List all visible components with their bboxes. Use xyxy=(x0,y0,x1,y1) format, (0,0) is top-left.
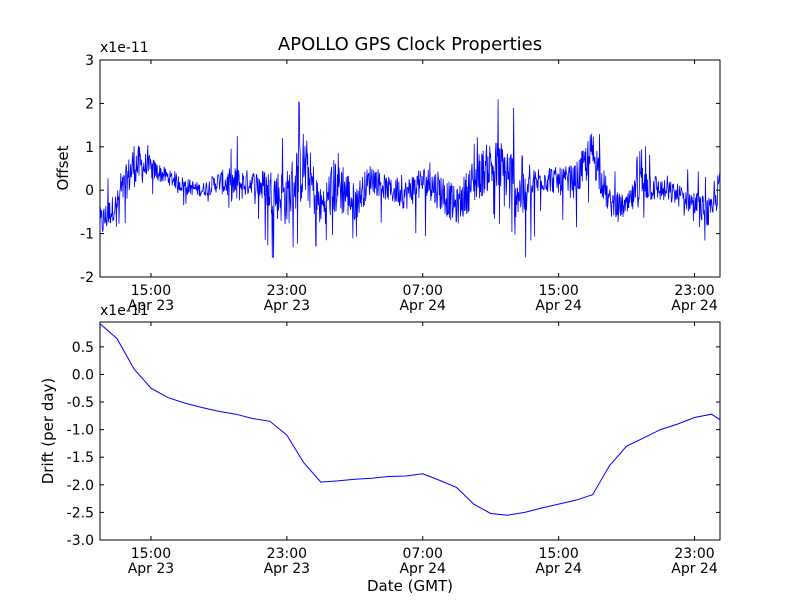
y-multiplier-label: x1e-11 xyxy=(100,40,149,56)
y-tick-label: 2 xyxy=(85,96,94,112)
y-tick-label: -2.0 xyxy=(67,478,94,494)
chart-title: APOLLO GPS Clock Properties xyxy=(278,34,542,55)
y-multiplier-label: x1e-11 xyxy=(100,303,149,319)
x-tick-date-label: Apr 23 xyxy=(264,561,310,577)
y-tick-label: 3 xyxy=(85,53,94,69)
y-axis-label: Drift (per day) xyxy=(39,378,57,485)
x-tick-label: 15:00 xyxy=(131,546,171,562)
x-tick-date-label: Apr 23 xyxy=(128,298,174,314)
x-tick-date-label: Apr 24 xyxy=(535,298,582,314)
y-tick-label: -1.0 xyxy=(67,423,94,439)
x-tick-label: 15:00 xyxy=(538,283,578,299)
plot-frame xyxy=(99,321,721,541)
x-tick-date-label: Apr 23 xyxy=(264,298,310,314)
x-tick-date-label: Apr 24 xyxy=(535,561,582,577)
y-tick-label: -1 xyxy=(80,227,94,243)
y-tick-label: -2.5 xyxy=(67,505,94,521)
x-tick-label: 07:00 xyxy=(403,546,443,562)
x-tick-label: 23:00 xyxy=(267,283,307,299)
x-tick-label: 15:00 xyxy=(131,283,171,299)
x-tick-label: 23:00 xyxy=(267,546,307,562)
x-tick-date-label: Apr 24 xyxy=(399,561,446,577)
drift-line xyxy=(99,323,721,516)
x-tick-date-label: Apr 24 xyxy=(399,298,446,314)
offset-trace xyxy=(99,99,721,258)
x-tick-label: 15:00 xyxy=(538,546,578,562)
x-tick-date-label: Apr 24 xyxy=(671,298,718,314)
x-tick-date-label: Apr 23 xyxy=(128,561,174,577)
x-axis-label: Date (GMT) xyxy=(367,577,453,595)
y-axis-label: Offset xyxy=(54,145,72,190)
x-tick-label: 23:00 xyxy=(674,283,714,299)
y-tick-label: 1 xyxy=(85,140,94,156)
y-tick-label: -2 xyxy=(80,270,94,286)
y-tick-label: 0.0 xyxy=(72,367,94,383)
x-tick-label: 23:00 xyxy=(674,546,714,562)
y-tick-label: -3.0 xyxy=(67,533,94,549)
y-tick-label: 0.5 xyxy=(72,340,94,356)
x-tick-label: 07:00 xyxy=(403,283,443,299)
y-tick-label: -1.5 xyxy=(67,450,94,466)
plot-frame xyxy=(99,59,721,278)
x-tick-date-label: Apr 24 xyxy=(671,561,718,577)
y-tick-label: -0.5 xyxy=(67,395,94,411)
y-tick-label: 0 xyxy=(85,183,94,199)
